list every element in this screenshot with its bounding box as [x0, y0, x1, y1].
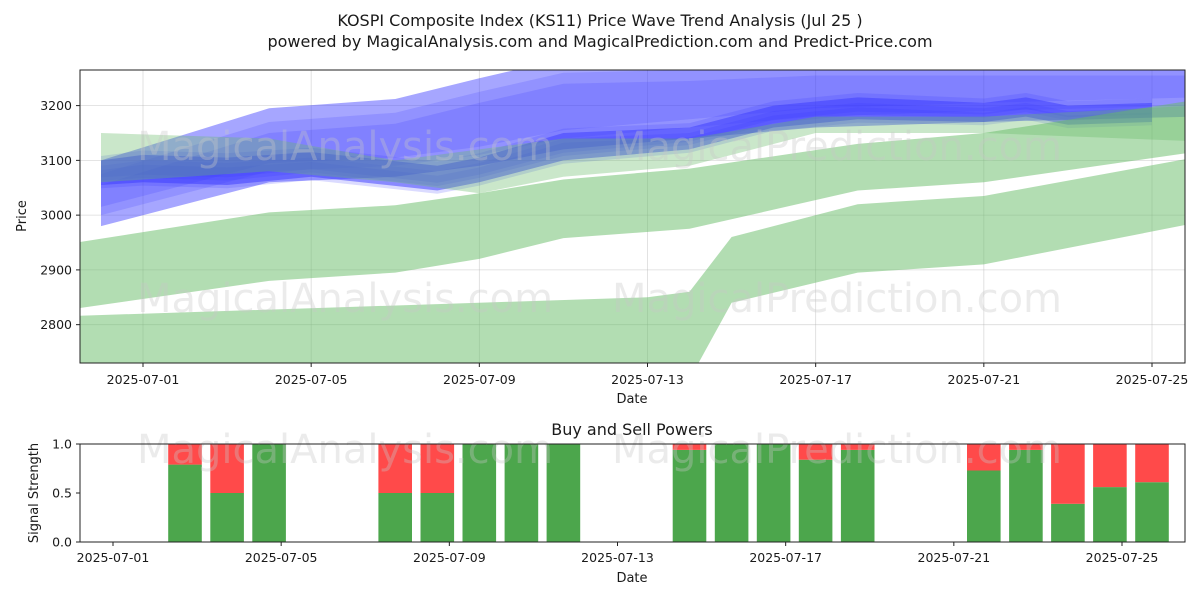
signal-chart: Buy and Sell Powers MagicalAnalysis.com … — [27, 420, 1186, 586]
signal-x-label: Date — [616, 571, 647, 586]
buy-bar — [840, 449, 875, 542]
signal-y-ticks: 0.0 0.5 1.0 — [52, 437, 80, 550]
price-band-1-layer-2 — [101, 107, 1152, 183]
sell-bar — [378, 444, 412, 493]
sell-bar — [420, 444, 455, 493]
buy-bar — [378, 493, 412, 542]
watermark-prediction-bottom: MagicalPrediction.com — [612, 427, 1062, 473]
price-band-1 — [101, 97, 1152, 191]
buy-bar — [462, 444, 497, 542]
buy-bar — [798, 459, 833, 542]
buy-bar — [168, 464, 202, 542]
buy-bar — [1135, 482, 1169, 542]
chart-title: KOSPI Composite Index (KS11) Price Wave … — [337, 11, 862, 30]
price-y-ticks: 2800 2900 3000 3100 3200 — [40, 98, 80, 332]
watermark-analysis-bottom: MagicalAnalysis.com — [137, 427, 553, 473]
buy-bar — [1009, 449, 1043, 542]
price-xtick-label: 2025-07-21 — [948, 372, 1021, 387]
buy-bar — [252, 444, 286, 542]
watermark-prediction-top: MagicalPrediction.com — [612, 124, 1062, 170]
price-xtick-label: 2025-07-25 — [1116, 372, 1189, 387]
sell-bar — [840, 444, 875, 450]
buy-bar — [420, 493, 455, 542]
sell-bar — [1135, 444, 1169, 483]
signal-ytick-label: 0.0 — [52, 535, 72, 550]
price-bands-clipped — [80, 70, 1185, 363]
watermark-analysis-top: MagicalAnalysis.com — [137, 124, 553, 170]
price-ytick-label: 2800 — [40, 317, 72, 332]
price-band-4 — [80, 159, 1185, 363]
watermark-prediction-mid: MagicalPrediction.com — [612, 276, 1062, 322]
sell-bar — [1009, 444, 1043, 450]
price-xtick-label: 2025-07-01 — [107, 372, 180, 387]
price-ytick-label: 2900 — [40, 262, 72, 277]
signal-xtick-label: 2025-07-13 — [581, 550, 654, 565]
price-x-label: Date — [616, 392, 647, 407]
price-chart: MagicalAnalysis.com MagicalPrediction.co… — [15, 69, 1189, 407]
sell-bar — [1051, 444, 1085, 504]
buy-bar — [756, 444, 791, 542]
price-ytick-label: 3100 — [40, 153, 72, 168]
signal-x-ticks: 2025-07-01 2025-07-05 2025-07-09 2025-07-13… — [77, 542, 1159, 565]
signal-ytick-label: 1.0 — [52, 437, 72, 452]
sell-bar — [672, 444, 707, 450]
buy-bar — [672, 449, 707, 542]
sell-bar — [798, 444, 833, 460]
price-xtick-label: 2025-07-17 — [779, 372, 852, 387]
chart-subtitle: powered by MagicalAnalysis.com and Magic… — [267, 32, 932, 51]
price-ytick-label: 3200 — [40, 98, 72, 113]
sell-bar — [967, 444, 1001, 471]
watermark-analysis-mid: MagicalAnalysis.com — [137, 276, 553, 322]
signal-chart-title: Buy and Sell Powers — [551, 420, 713, 439]
price-band-3 — [80, 101, 1185, 308]
buy-bar — [210, 493, 244, 542]
sell-bar — [168, 444, 202, 465]
signal-xtick-label: 2025-07-09 — [413, 550, 486, 565]
price-band-0-layer-1 — [101, 75, 1185, 207]
price-band-1-layer-0 — [101, 102, 1152, 187]
signal-bars — [168, 444, 1169, 542]
sell-bar — [210, 444, 244, 493]
buy-bar — [1093, 487, 1127, 542]
price-ytick-label: 3000 — [40, 208, 72, 223]
signal-y-label: Signal Strength — [27, 443, 42, 543]
buy-bar — [1051, 503, 1085, 542]
price-xtick-label: 2025-07-05 — [275, 372, 348, 387]
signal-ytick-label: 0.5 — [52, 486, 72, 501]
buy-bar — [714, 444, 749, 542]
signal-xtick-label: 2025-07-21 — [918, 550, 991, 565]
price-x-ticks: 2025-07-01 2025-07-05 2025-07-09 2025-07-13… — [107, 363, 1189, 387]
buy-bar — [504, 444, 539, 542]
price-bands — [80, 70, 1185, 363]
buy-bar — [967, 470, 1001, 542]
sell-bar — [1093, 444, 1127, 488]
price-band-2 — [101, 106, 1185, 194]
price-band-1-layer-1 — [101, 93, 1152, 194]
signal-xtick-label: 2025-07-25 — [1086, 550, 1159, 565]
price-xtick-label: 2025-07-09 — [443, 372, 516, 387]
signal-xtick-label: 2025-07-01 — [77, 550, 150, 565]
buy-bar — [546, 444, 581, 542]
signal-xtick-label: 2025-07-17 — [749, 550, 822, 565]
price-y-label: Price — [15, 200, 30, 232]
price-plot-frame — [79, 69, 1186, 364]
price-xtick-label: 2025-07-13 — [611, 372, 684, 387]
signal-xtick-label: 2025-07-05 — [245, 550, 318, 565]
